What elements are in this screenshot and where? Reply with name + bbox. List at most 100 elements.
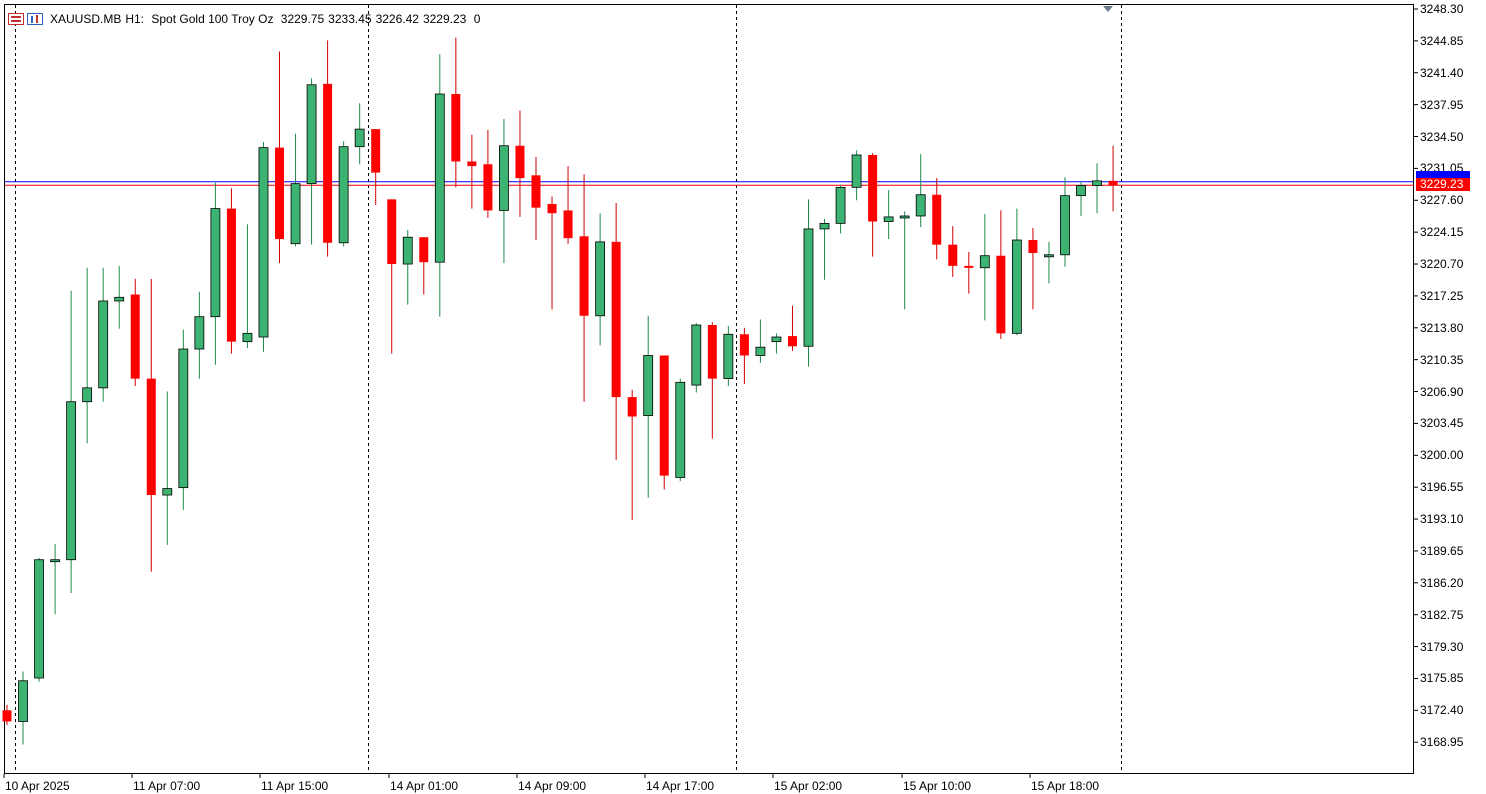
candle [996,210,1006,339]
candle [531,156,541,241]
candle-body [643,355,654,416]
candle-body [130,294,140,379]
low-value: 3226.42 [375,12,419,26]
candle-body [1044,254,1054,258]
chart-shift-icon[interactable] [1103,6,1113,12]
candle [162,391,173,545]
candle [835,184,846,234]
candle [515,110,525,217]
price-tick-label: 3213.80 [1420,320,1464,335]
time-tick-label: 14 Apr 17:00 [646,779,715,793]
order-book-icon[interactable] [8,13,24,25]
candle [178,329,189,510]
candle [467,134,477,209]
candle-body [1060,195,1070,256]
chart-area[interactable] [4,4,1414,774]
chart-header: XAUUSD.MB H1: Spot Gold 100 Troy Oz 3229.… [8,10,484,28]
candle [723,325,734,386]
candle [611,203,621,460]
price-tick-label: 3244.85 [1420,33,1464,48]
candle [579,174,589,402]
candle-body [290,183,301,245]
candle-body [34,559,44,679]
candle-body [114,296,125,302]
candle [387,199,397,354]
candle [226,188,236,354]
price-tick-label: 3237.95 [1420,97,1464,112]
candle [1044,241,1054,284]
candle [851,150,862,201]
candle-body [964,265,974,268]
candle-body [563,210,573,239]
price-tick-label: 3175.85 [1420,671,1464,686]
candle [82,267,93,444]
candle [868,153,878,257]
candle-body [2,710,12,722]
time-tick-label: 15 Apr 10:00 [903,779,972,793]
price-tick-label: 3189.65 [1420,543,1464,558]
candle-body [627,397,637,417]
candle [258,142,269,352]
candle-body [402,236,413,265]
time-tick-label: 14 Apr 09:00 [518,779,587,793]
candle [899,211,910,310]
candle [66,290,77,593]
candle [964,252,974,294]
candle-body [691,324,702,386]
candle [547,196,557,310]
candle [675,378,686,482]
candle-body [387,199,397,265]
open-value: 3229.75 [280,12,325,26]
candle-body [515,145,525,179]
candle [1060,177,1070,267]
candle-body [1108,180,1118,186]
candle [323,40,333,257]
candle-body [419,237,429,263]
candle-body [98,300,109,389]
candle [194,291,205,379]
price-tick-label: 3224.15 [1420,225,1464,240]
time-tick-label: 15 Apr 02:00 [774,779,843,793]
candle-body [371,129,381,173]
candle-body [323,83,333,243]
price-tick-label: 3186.20 [1420,575,1464,590]
candle [50,544,60,615]
candle-body [835,186,846,224]
candle [979,214,990,321]
candle [1028,227,1038,310]
candle-body [707,325,717,379]
candle [755,319,766,363]
candle-body [771,336,782,343]
candle [707,322,717,439]
candle-body [338,146,349,244]
candle [419,237,429,295]
candle-body [547,203,557,214]
candle-body [883,216,894,222]
candle-body [18,680,28,722]
candle-body [819,222,830,230]
price-tick-label: 3172.40 [1420,703,1464,718]
candle [932,178,942,260]
candle-body [50,559,60,563]
trade-panel-icon[interactable] [27,13,43,25]
candle [819,218,830,280]
price-tick-label: 3206.90 [1420,384,1464,399]
candle-body [915,194,926,217]
candle-body [1092,180,1102,186]
candle-body [66,401,77,561]
candle-body [675,381,686,478]
close-value: 3229.23 [422,12,467,26]
time-tick-label: 14 Apr 01:00 [390,779,459,793]
price-tick-label: 3196.55 [1420,480,1464,495]
candle-body [483,164,493,211]
candle-body [868,154,878,222]
candle [130,278,140,386]
candle-body [739,334,749,356]
candle-body [451,94,461,162]
candle-body [723,333,734,380]
candle [290,133,301,247]
candle-body [611,241,621,398]
candle [883,190,894,240]
candle [948,226,958,277]
